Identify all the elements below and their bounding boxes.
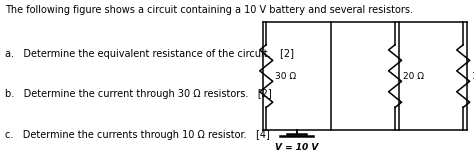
Text: b.   Determine the current through 30 Ω resistors.   [2]: b. Determine the current through 30 Ω re… xyxy=(5,89,272,99)
Text: a.   Determine the equivalent resistance of the circuit.   [2]: a. Determine the equivalent resistance o… xyxy=(5,49,294,59)
Text: 10 Ω: 10 Ω xyxy=(472,72,474,81)
Text: c.   Determine the currents through 10 Ω resistor.   [4]: c. Determine the currents through 10 Ω r… xyxy=(5,130,270,140)
Text: The following figure shows a circuit containing a 10 V battery and several resis: The following figure shows a circuit con… xyxy=(5,5,413,15)
Text: V = 10 V: V = 10 V xyxy=(275,143,319,152)
Text: 30 Ω: 30 Ω xyxy=(274,72,296,81)
Text: 20 Ω: 20 Ω xyxy=(403,72,424,81)
